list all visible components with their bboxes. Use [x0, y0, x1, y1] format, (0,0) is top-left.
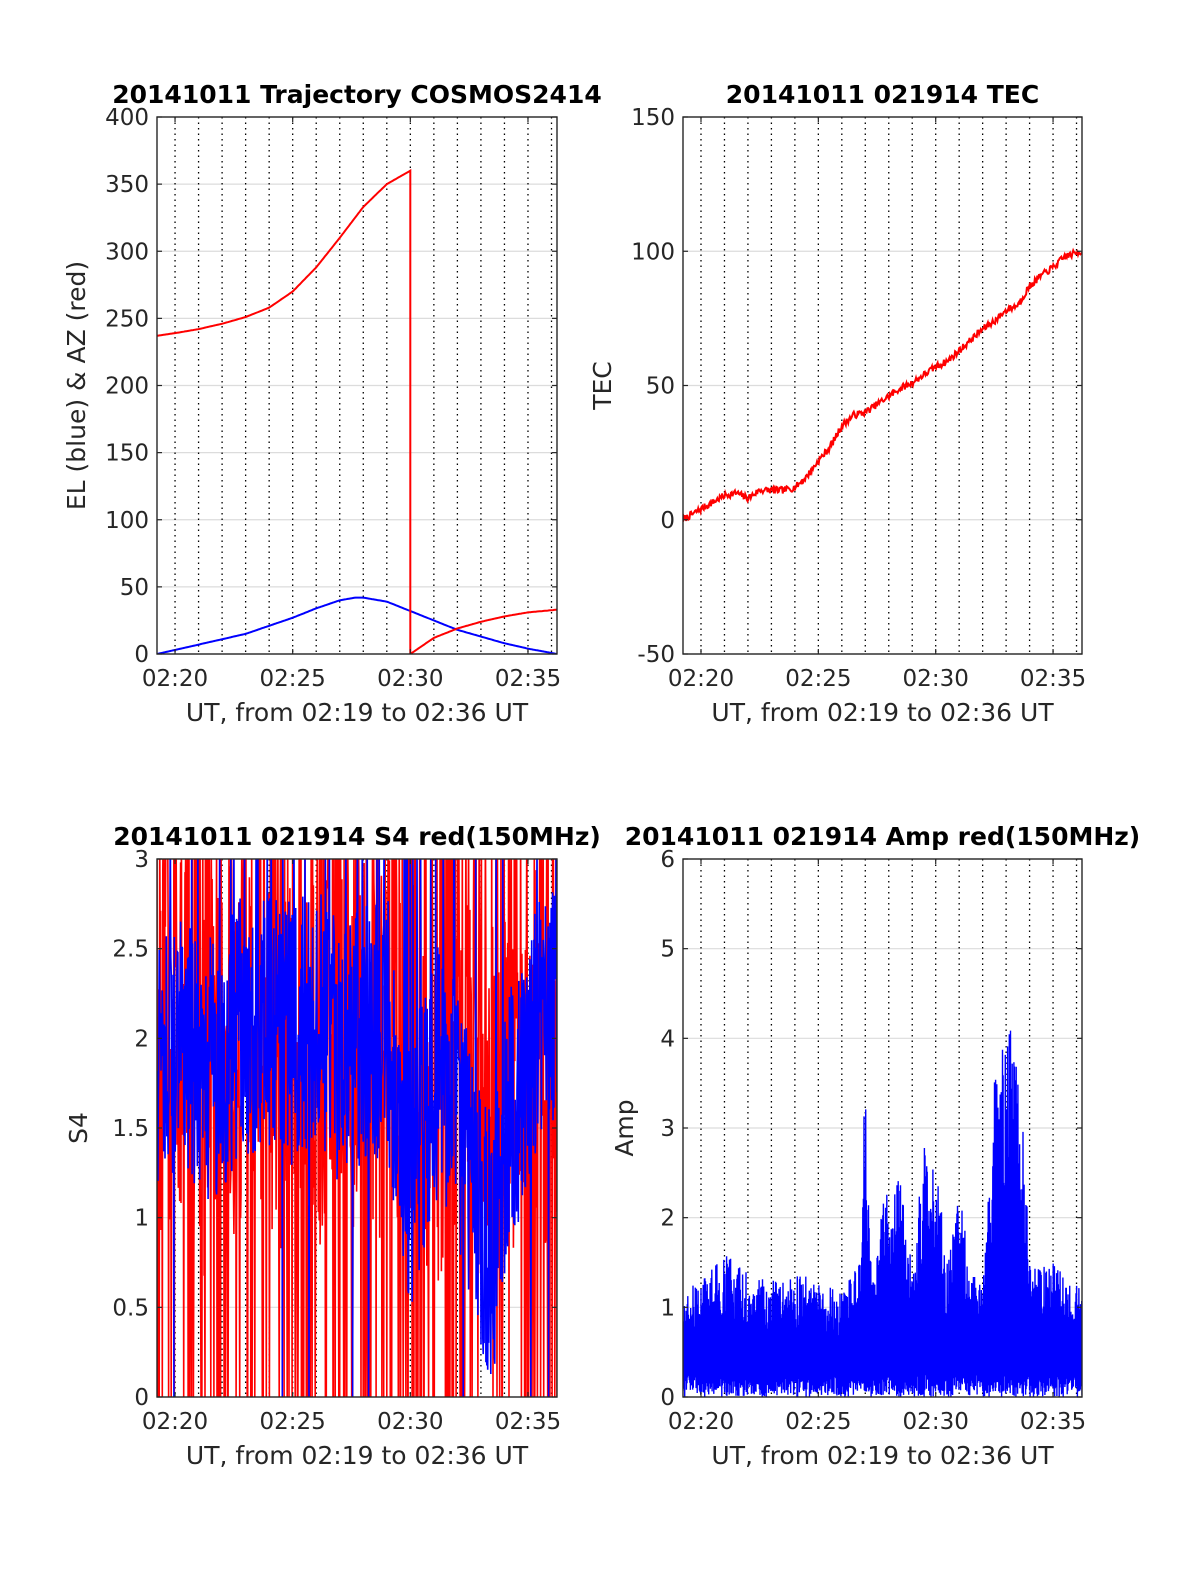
y-tick-label: 0 [660, 1385, 675, 1411]
x-axis-label: UT, from 02:19 to 02:36 UT [711, 698, 1054, 727]
chart-title: 20141011 021914 S4 red(150MHz) [113, 822, 601, 851]
series-line [683, 1030, 1082, 1397]
y-axis-label: EL (blue) & AZ (red) [62, 261, 91, 510]
y-axis-label: TEC [588, 361, 617, 411]
y-tick-label: 1.5 [112, 1116, 149, 1142]
y-tick-label: 150 [105, 441, 149, 467]
x-tick-label: 02:20 [142, 1409, 208, 1435]
y-tick-label: 0 [134, 1385, 149, 1411]
x-tick-label: 02:35 [1020, 666, 1086, 692]
y-tick-label: 2 [660, 1206, 675, 1232]
x-tick-label: 02:35 [495, 666, 561, 692]
series-line [157, 596, 557, 654]
series-group [683, 247, 1082, 522]
x-tick-label: 02:30 [903, 666, 969, 692]
y-tick-label: 100 [105, 508, 149, 534]
y-tick-label: 0 [134, 642, 149, 668]
y-tick-label: 300 [105, 239, 149, 265]
x-tick-label: 02:25 [785, 1409, 851, 1435]
series-group [683, 1030, 1082, 1397]
y-tick-label: 3 [134, 847, 149, 873]
x-tick-label: 02:25 [260, 1409, 326, 1435]
trajectory-panel: 0 50 100 150 200 250 300 350 400 02:20 02:25 02:30 0… [62, 80, 602, 727]
y-tick-label: 2.5 [112, 937, 149, 963]
y-tick-label: 200 [105, 374, 149, 400]
y-axis-label: S4 [64, 1112, 93, 1144]
x-tick-label: 02:25 [260, 666, 326, 692]
y-tick-label: 50 [646, 374, 675, 400]
x-tick-label: 02:30 [377, 666, 443, 692]
amp-panel: 0 1 2 3 4 5 6 02:20 02:25 02:30 02:35 20141011 0219… [610, 822, 1140, 1470]
y-tick-label: 6 [660, 847, 675, 873]
series-line [683, 247, 1082, 522]
x-tick-label: 02:30 [377, 1409, 443, 1435]
y-tick-label: -50 [637, 642, 675, 668]
y-tick-label: 1 [134, 1206, 149, 1232]
y-tick-label: 0.5 [112, 1295, 149, 1321]
y-tick-label: 100 [631, 239, 675, 265]
x-tick-label: 02:25 [785, 666, 851, 692]
x-axis-label: UT, from 02:19 to 02:36 UT [711, 1441, 1054, 1470]
x-tick-label: 02:30 [903, 1409, 969, 1435]
y-tick-label: 0 [660, 508, 675, 534]
y-tick-label: 5 [660, 937, 675, 963]
s4-panel: 0 0.5 1 1.5 2 2.5 3 02:20 02:25 02:30 02:35 2014101… [64, 822, 601, 1470]
series-line [157, 859, 557, 1397]
x-axis-label: UT, from 02:19 to 02:36 UT [186, 698, 529, 727]
y-tick-label: 50 [120, 575, 149, 601]
y-tick-label: 1 [660, 1295, 675, 1321]
tec-panel: -50 0 50 100 150 02:20 02:25 02:30 02:35 20141011… [588, 80, 1086, 727]
chart-title: 20141011 021914 TEC [726, 80, 1039, 109]
chart-title: 20141011 021914 Amp red(150MHz) [625, 822, 1141, 851]
x-axis-label: UT, from 02:19 to 02:36 UT [186, 1441, 529, 1470]
y-tick-label: 250 [105, 306, 149, 332]
x-tick-label: 02:20 [142, 666, 208, 692]
series-group [157, 859, 557, 1397]
series-line [157, 168, 557, 654]
y-tick-label: 350 [105, 172, 149, 198]
y-tick-label: 400 [105, 105, 149, 131]
series-group [157, 168, 557, 654]
y-tick-label: 4 [660, 1026, 675, 1052]
x-tick-label: 02:20 [668, 1409, 734, 1435]
x-tick-label: 02:35 [495, 1409, 561, 1435]
y-tick-label: 3 [660, 1116, 675, 1142]
y-tick-label: 150 [631, 105, 675, 131]
y-tick-label: 2 [134, 1026, 149, 1052]
x-tick-label: 02:35 [1020, 1409, 1086, 1435]
y-axis-label: Amp [610, 1099, 639, 1156]
x-tick-label: 02:20 [668, 666, 734, 692]
chart-title: 20141011 Trajectory COSMOS2414 [112, 80, 602, 109]
